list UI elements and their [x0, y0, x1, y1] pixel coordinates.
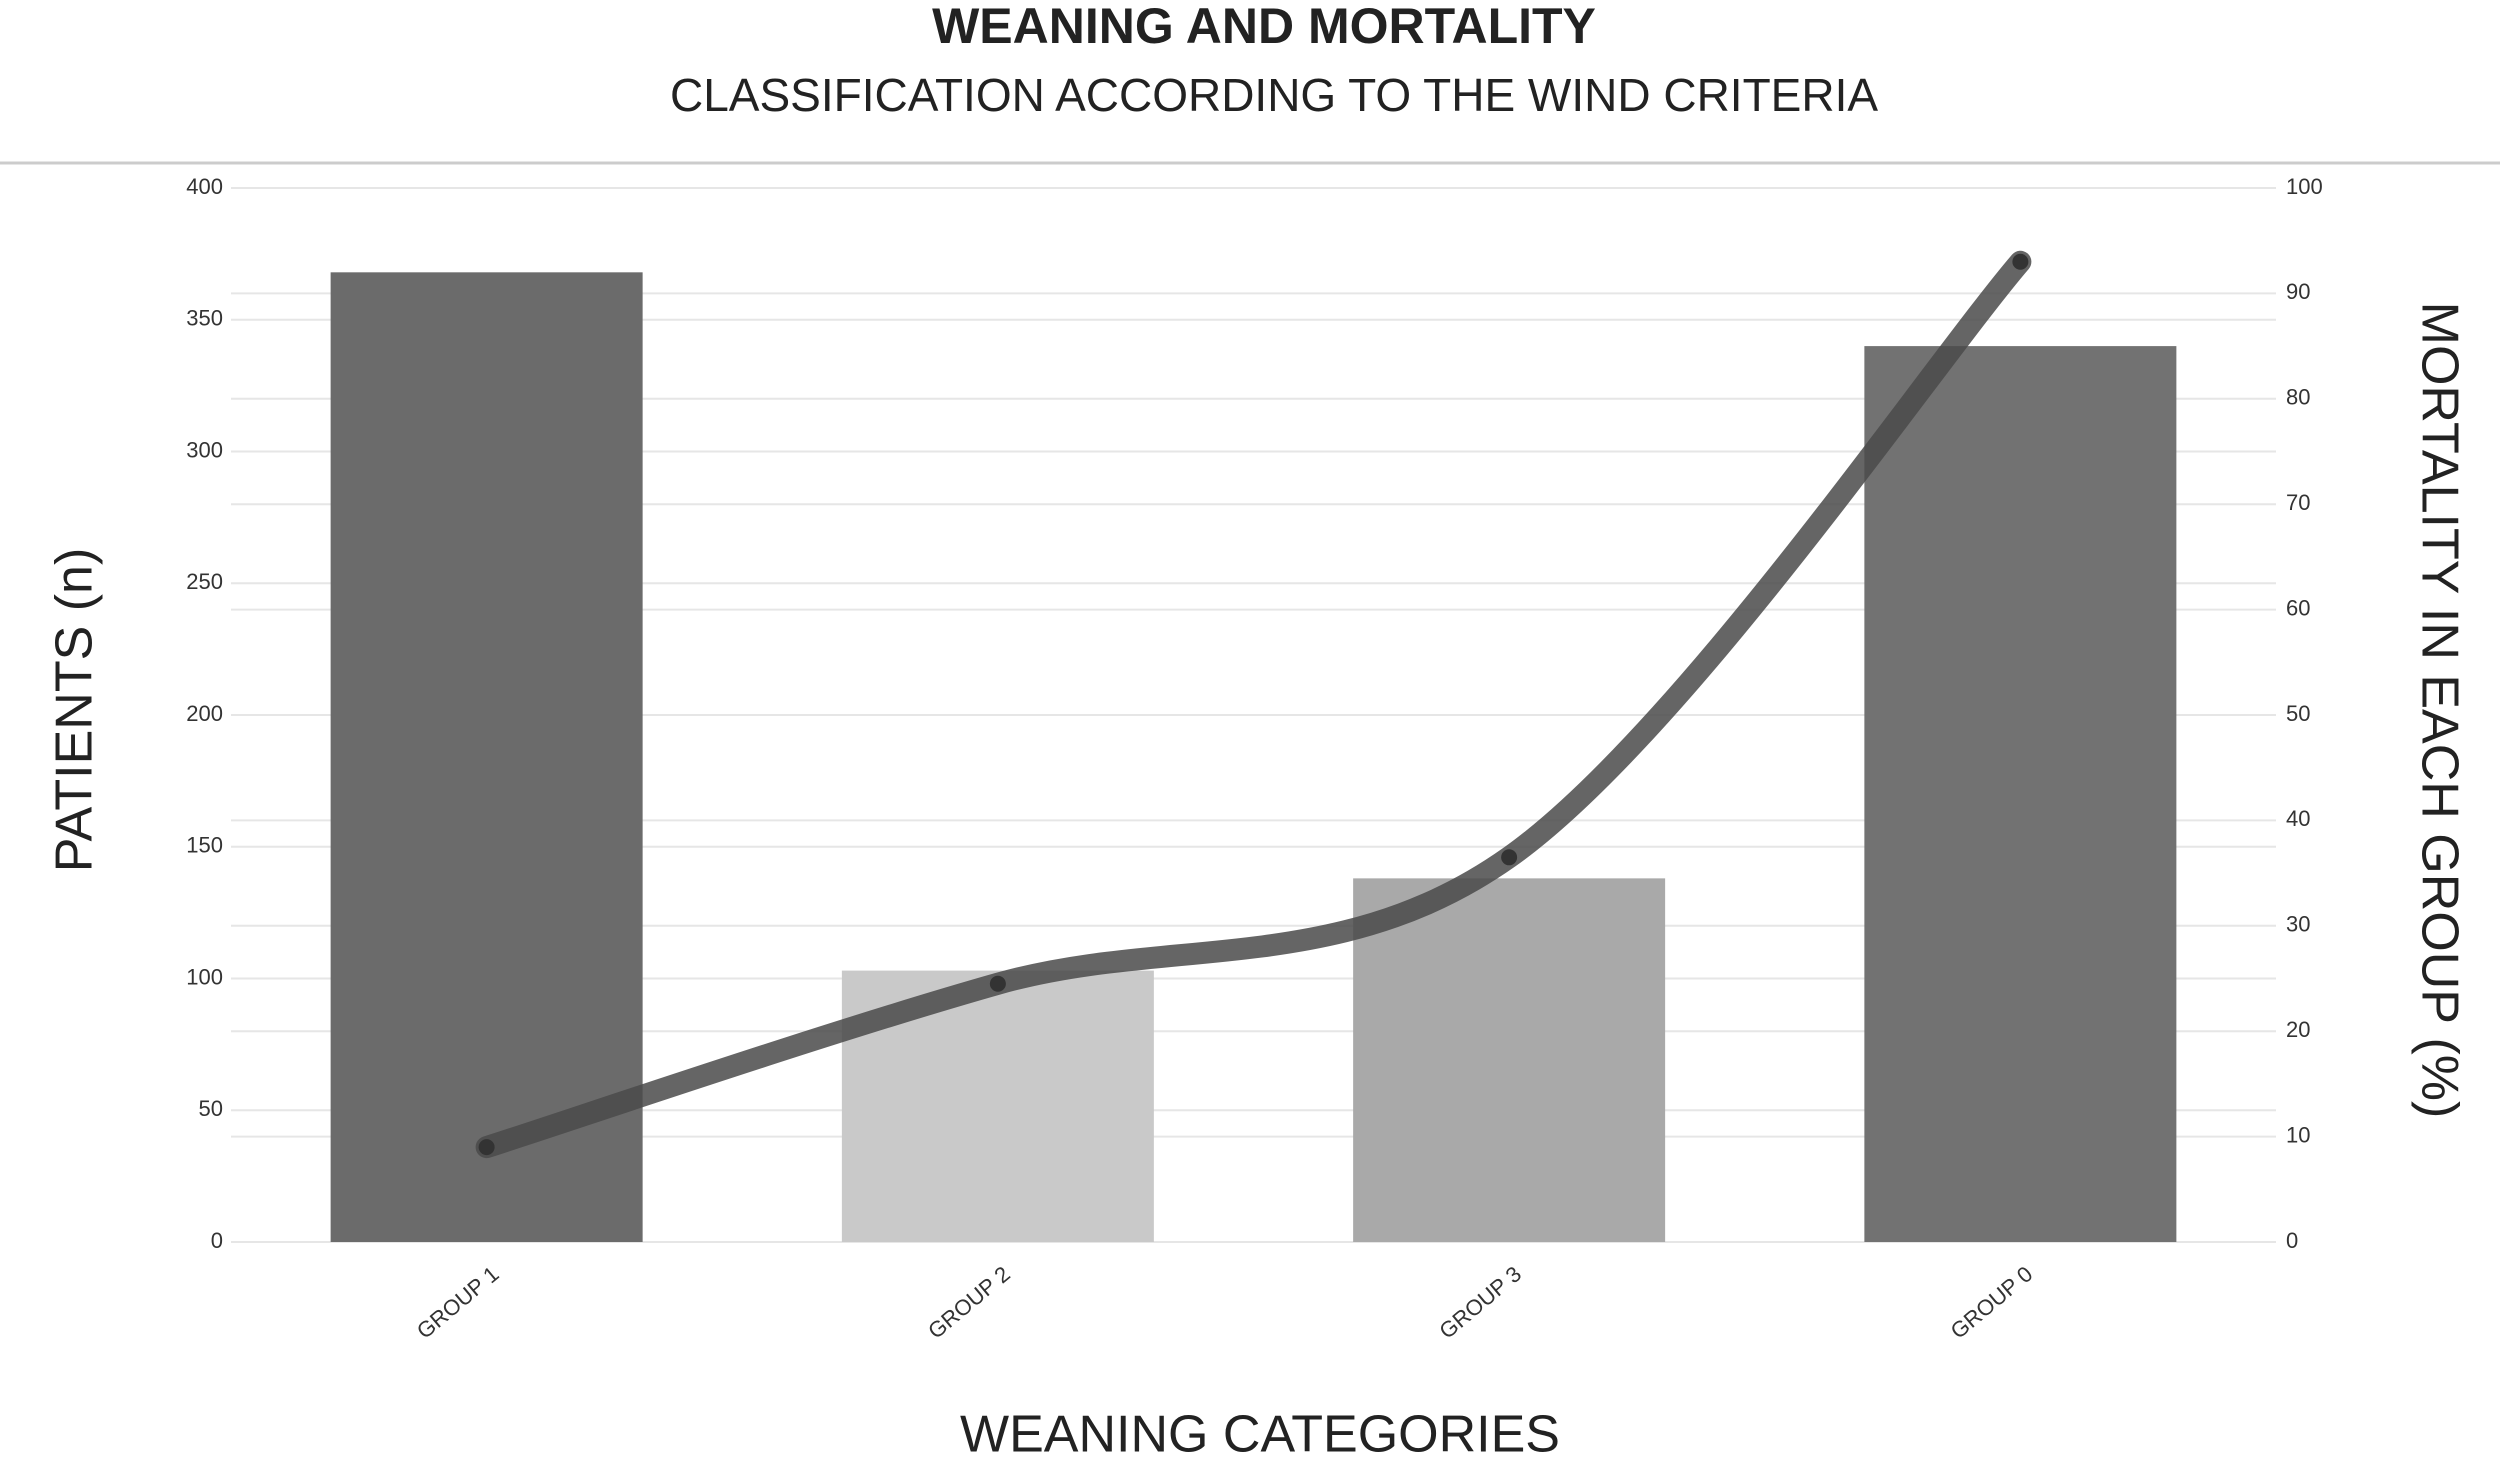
- bar: [1353, 878, 1666, 1242]
- y-tick-label: 0: [211, 1228, 223, 1253]
- chart-title: WEANING AND MORTALITY: [932, 0, 1596, 54]
- x-tick-label: GROUP 1: [412, 1261, 504, 1344]
- y2-tick-label: 70: [2286, 490, 2310, 515]
- x-axis-title: WEANING CATEGORIES: [960, 1406, 1560, 1464]
- y-tick-label: 300: [186, 437, 223, 462]
- line-point: [989, 975, 1006, 992]
- x-tick-label: GROUP 0: [1946, 1261, 2038, 1344]
- line: [475, 250, 2032, 1159]
- y-tick-label: 200: [186, 701, 223, 726]
- y2-tick-label: 60: [2286, 595, 2310, 620]
- y2-tick-label: 40: [2286, 806, 2310, 831]
- y2-tick-label: 30: [2286, 912, 2310, 937]
- y2-tick-label: 20: [2286, 1017, 2310, 1042]
- y-tick-label: 50: [199, 1096, 223, 1121]
- y-tick-label: 250: [186, 569, 223, 594]
- bar: [330, 272, 643, 1242]
- bar: [1864, 346, 2177, 1243]
- x-tick-label: GROUP 2: [923, 1261, 1015, 1344]
- line-point: [2012, 253, 2029, 270]
- line-point: [478, 1139, 495, 1156]
- y-tick-label: 400: [186, 174, 223, 199]
- y2-axis-title: MORTALITY IN EACH GROUP (%): [2410, 302, 2468, 1119]
- y-tick-label: 350: [186, 306, 223, 331]
- line-point: [1501, 849, 1518, 866]
- y-tick-label: 150: [186, 833, 223, 858]
- y2-tick-label: 0: [2286, 1228, 2298, 1253]
- y-axis-title: PATIENTS (n): [46, 548, 104, 873]
- y2-tick-label: 10: [2286, 1122, 2310, 1147]
- y2-tick-label: 50: [2286, 701, 2310, 726]
- x-tick-label: GROUP 3: [1434, 1261, 1526, 1344]
- y2-tick-label: 100: [2286, 174, 2323, 199]
- y-tick-label: 100: [186, 964, 223, 989]
- chart-subtitle: CLASSIFICATION ACCORDING TO THE WIND CRI…: [670, 69, 1878, 121]
- y2-tick-label: 80: [2286, 385, 2310, 410]
- y2-tick-label: 90: [2286, 279, 2310, 304]
